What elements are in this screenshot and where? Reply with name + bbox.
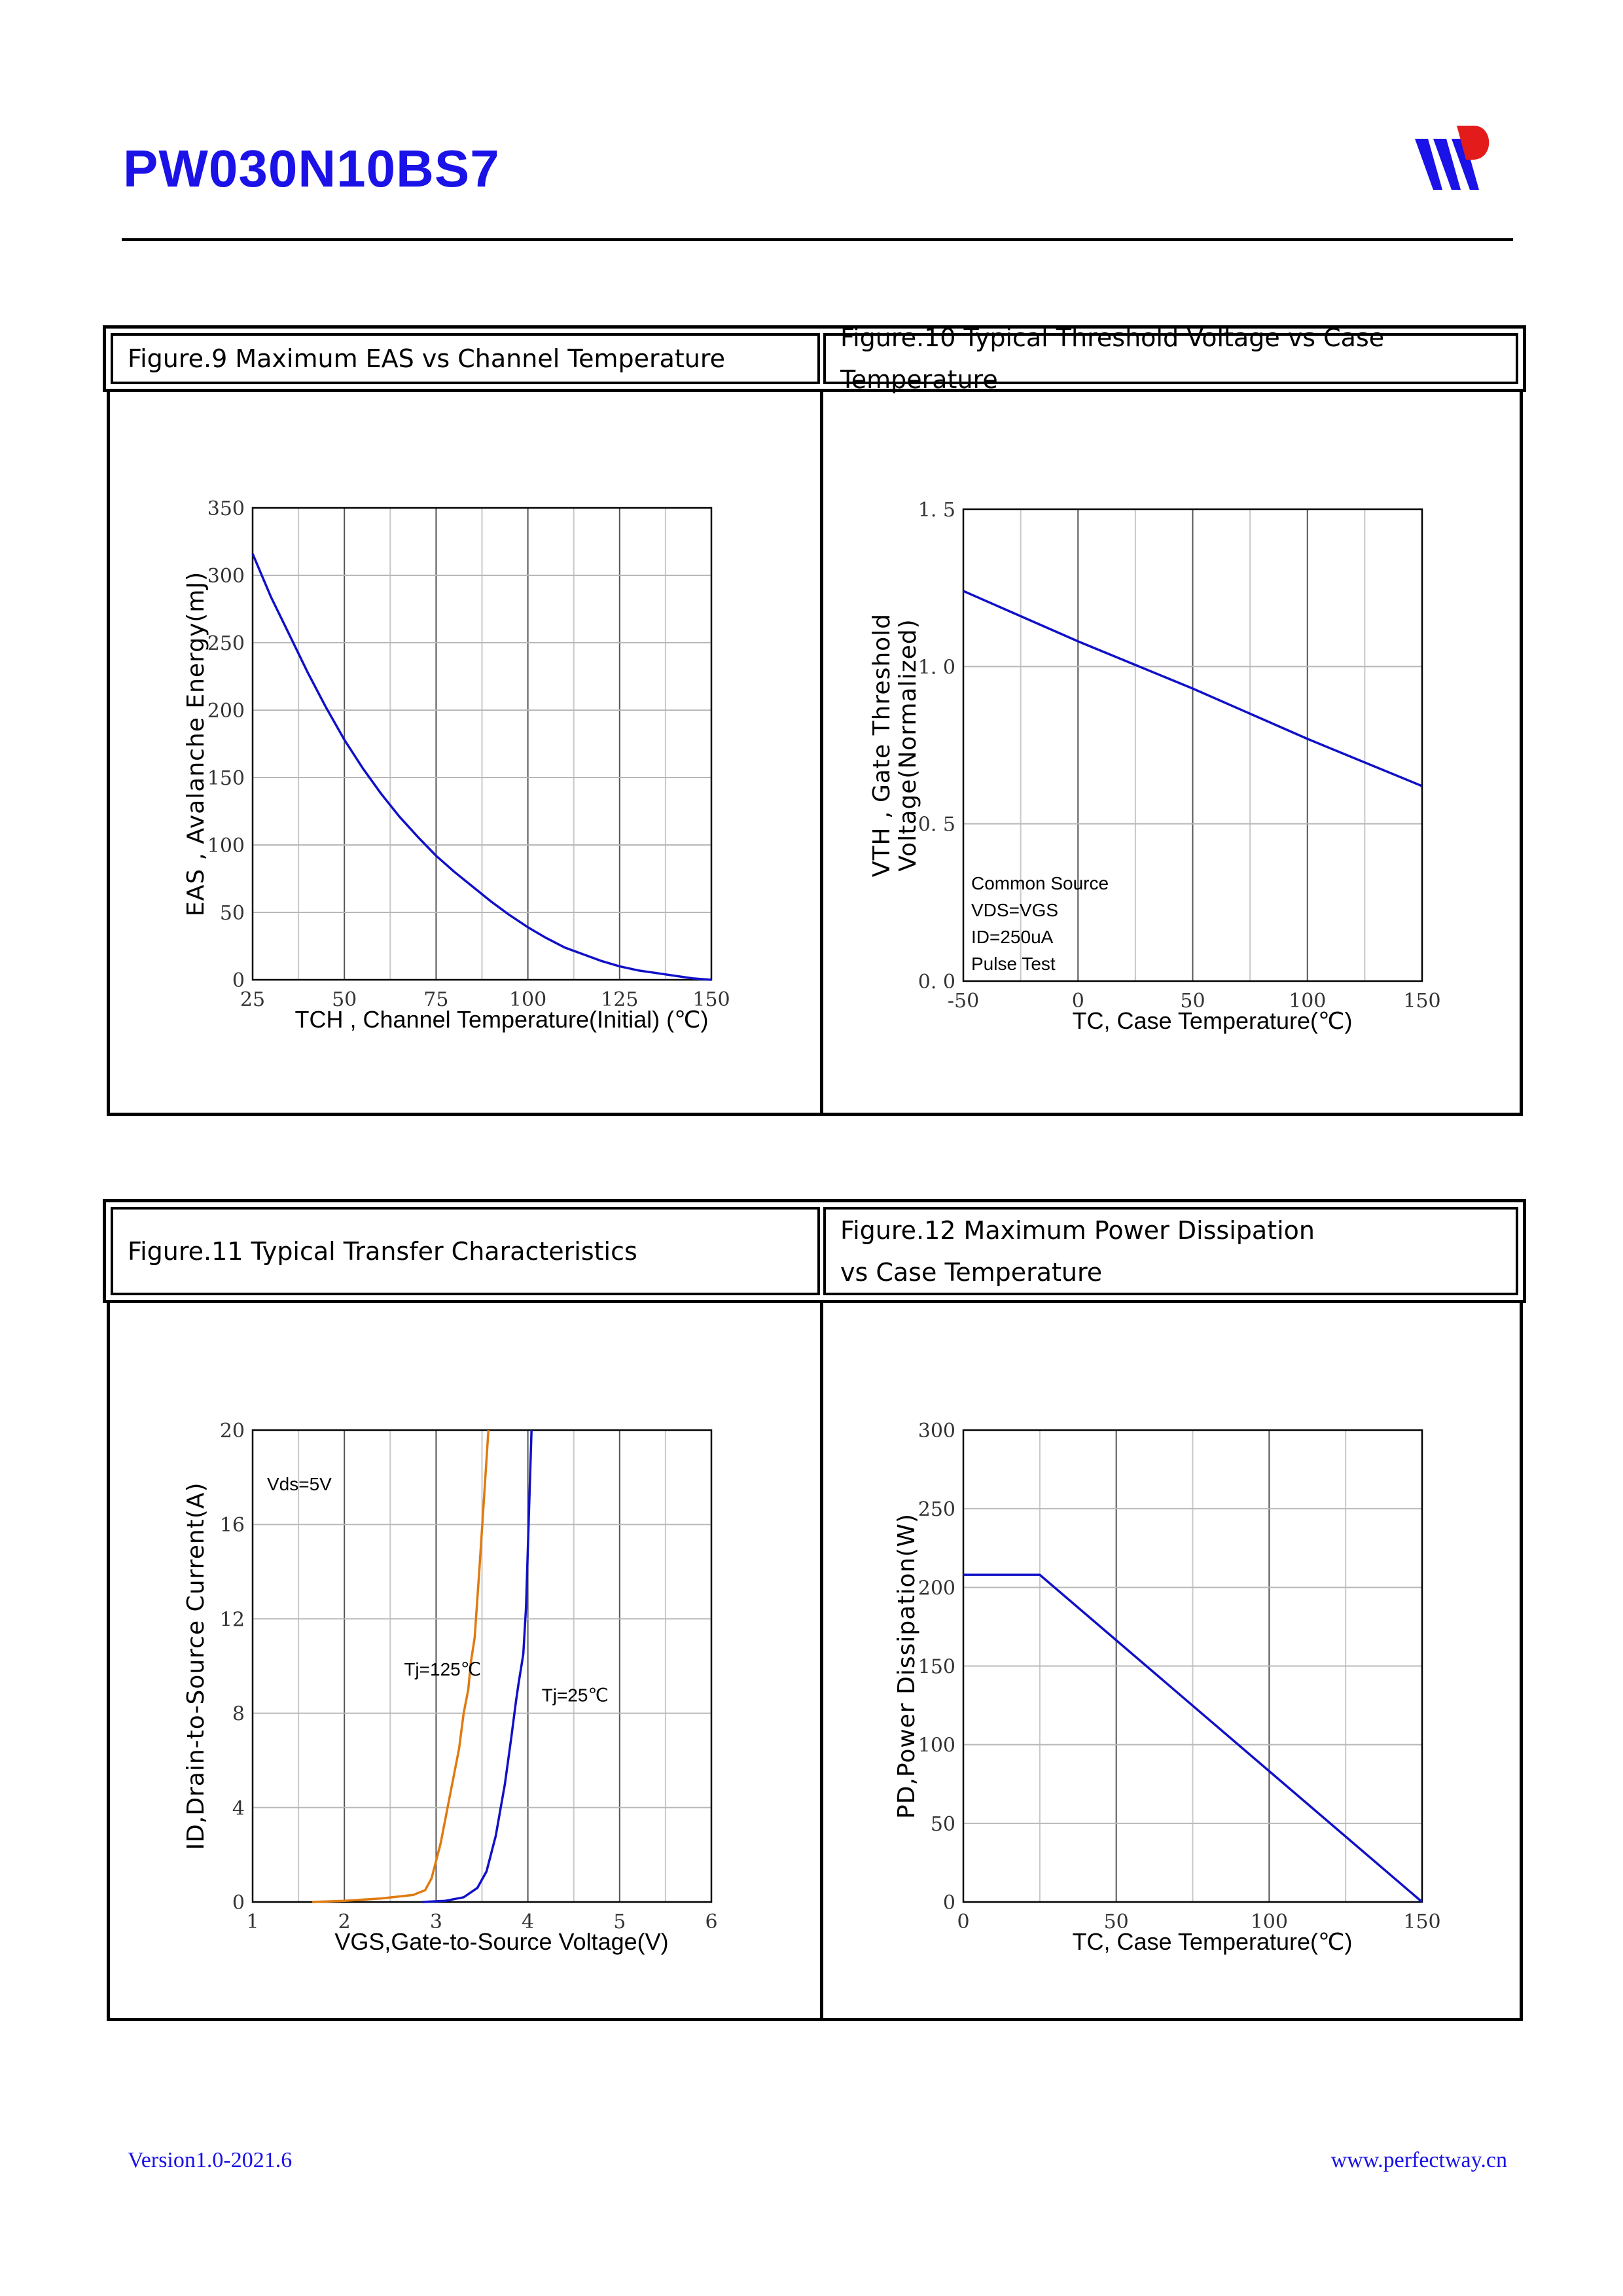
figure-9-caption: Figure.9 Maximum EAS vs Channel Temperat… [111,333,820,384]
fig12-xtick-label: 150 [1403,1910,1440,1933]
fig9-xtick-label: 25 [240,988,265,1011]
fig11-xtick-label: 1 [246,1910,259,1933]
figure-row-2-body [107,1301,1523,2021]
figure-row-2: Figure.11 Typical Transfer Characteristi… [103,1199,1526,2021]
fig9-xtick-label: 150 [692,988,730,1011]
column-divider [820,1301,823,2018]
fig11-ytick-label: 8 [232,1703,245,1726]
fig12-ytick-label: 100 [918,1734,955,1757]
fig11-y-axis-label: ID,Drain-to-Source Current(A) [183,1482,209,1850]
caption-row-frame [103,1199,1526,1303]
fig12-ytick-label: 250 [918,1498,955,1521]
fig10-xtick-label: 100 [1289,990,1326,1013]
fig10-annotation: VDS=VGS [971,900,1058,920]
fig10-annotation: Pulse Test [971,954,1056,974]
fig9-ytick-label: 200 [207,700,245,723]
fig11-ytick-label: 0 [232,1892,245,1914]
fig10-annotation: ID=250uA [971,927,1054,947]
fig10-ytick-label: 1. 5 [918,499,955,522]
fig12-x-axis-label: TC, Case Temperature(℃) [1073,1928,1353,1955]
fig9-xtick-label: 75 [423,988,448,1011]
fig10-xtick-label: -50 [948,990,979,1013]
fig11-plot-frame [251,1429,713,1903]
fig9-ytick-label: 50 [220,902,245,925]
fig11-series-line [422,1429,533,1903]
fig11-xtick-label: 5 [613,1910,626,1933]
fig11-annotation: Vds=5V [267,1474,332,1494]
fig10-ytick-label: 0. 0 [918,971,955,994]
fig11-ytick-label: 4 [232,1797,245,1820]
fig9-ytick-label: 300 [207,565,245,588]
fig9-ytick-label: 100 [207,834,245,857]
fig10-y-axis-label: Voltage(Normalized) [895,619,921,871]
fig10-xtick-label: 150 [1403,990,1440,1013]
fig10-series-line [963,590,1423,787]
column-divider [820,390,823,1113]
fig12-ytick-label: 200 [918,1577,955,1600]
fig9-plot-frame [251,507,713,981]
fig11-x-axis-label: VGS,Gate-to-Source Voltage(V) [334,1928,668,1955]
fig10-xtick-label: 50 [1180,990,1205,1013]
fig9-ytick-label: 350 [207,497,245,520]
fig10-annotation: Common Source [971,873,1109,893]
figure-row-1-body [107,390,1523,1116]
fig11-xtick-label: 4 [522,1910,534,1933]
fig9-xtick-label: 125 [601,988,638,1011]
fig11-ytick-label: 20 [220,1420,245,1443]
fig11-xtick-label: 6 [705,1910,717,1933]
fig12-plot-frame [962,1429,1423,1903]
fig12-ytick-label: 300 [918,1420,955,1443]
fig9-xtick-label: 50 [332,988,357,1011]
figure-12-caption: Figure.12 Maximum Power Dissipation vs C… [823,1207,1518,1295]
pw-logo-icon [1415,126,1489,190]
figure-11-caption: Figure.11 Typical Transfer Characteristi… [111,1207,820,1295]
fig11-series-label: Tj=25℃ [542,1685,609,1706]
fig11-xtick-label: 2 [338,1910,351,1933]
figure-12-caption-line2: vs Case Temperature [840,1257,1103,1287]
fig12-xtick-label: 0 [957,1910,969,1933]
fig11-xtick-label: 3 [430,1910,442,1933]
fig11-ytick-label: 12 [220,1608,245,1631]
fig9-xtick-label: 100 [509,988,546,1011]
fig10-xtick-label: 0 [1072,990,1084,1013]
footer-website: www.perfectway.cn [1330,2148,1507,2172]
figure-row-1: Figure.9 Maximum EAS vs Channel Temperat… [103,323,1526,1116]
fig12-ytick-label: 0 [943,1892,955,1914]
fig11-ytick-label: 16 [220,1514,245,1537]
fig12-series-line [963,1573,1423,1903]
fig10-x-axis-label: TC, Case Temperature(℃) [1073,1007,1353,1034]
fig10-plot-frame [962,508,1423,982]
fig9-ytick-label: 250 [207,632,245,655]
header-rule [122,238,1513,241]
fig9-ytick-label: 0 [232,969,245,992]
footer-version: Version1.0-2021.6 [128,2148,293,2172]
fig12-ytick-label: 150 [918,1656,955,1679]
fig12-xtick-label: 50 [1104,1910,1129,1933]
fig9-x-axis-label: TCH , Channel Temperature(Initial) (℃) [295,1006,709,1033]
fig10-y-axis-label: VTH , Gate Threshold [868,613,895,877]
fig10-ytick-label: 1. 0 [918,656,955,679]
fig9-series-line [251,553,712,981]
fig12-y-axis-label: PD,Power Dissipation(W) [893,1513,920,1819]
fig11-series-line [312,1429,490,1903]
caption-row-frame [103,325,1526,392]
fig12-ytick-label: 50 [931,1813,955,1836]
figure-12-caption-line1: Figure.12 Maximum Power Dissipation [840,1215,1315,1245]
fig12-xtick-label: 100 [1251,1910,1288,1933]
part-number-title: PW030N10BS7 [123,139,500,198]
fig9-y-axis-label: EAS , Avalanche Energy(mJ) [183,571,209,916]
fig11-series-label: Tj=125℃ [404,1659,481,1679]
fig10-ytick-label: 0. 5 [918,814,955,836]
fig9-ytick-label: 150 [207,767,245,790]
